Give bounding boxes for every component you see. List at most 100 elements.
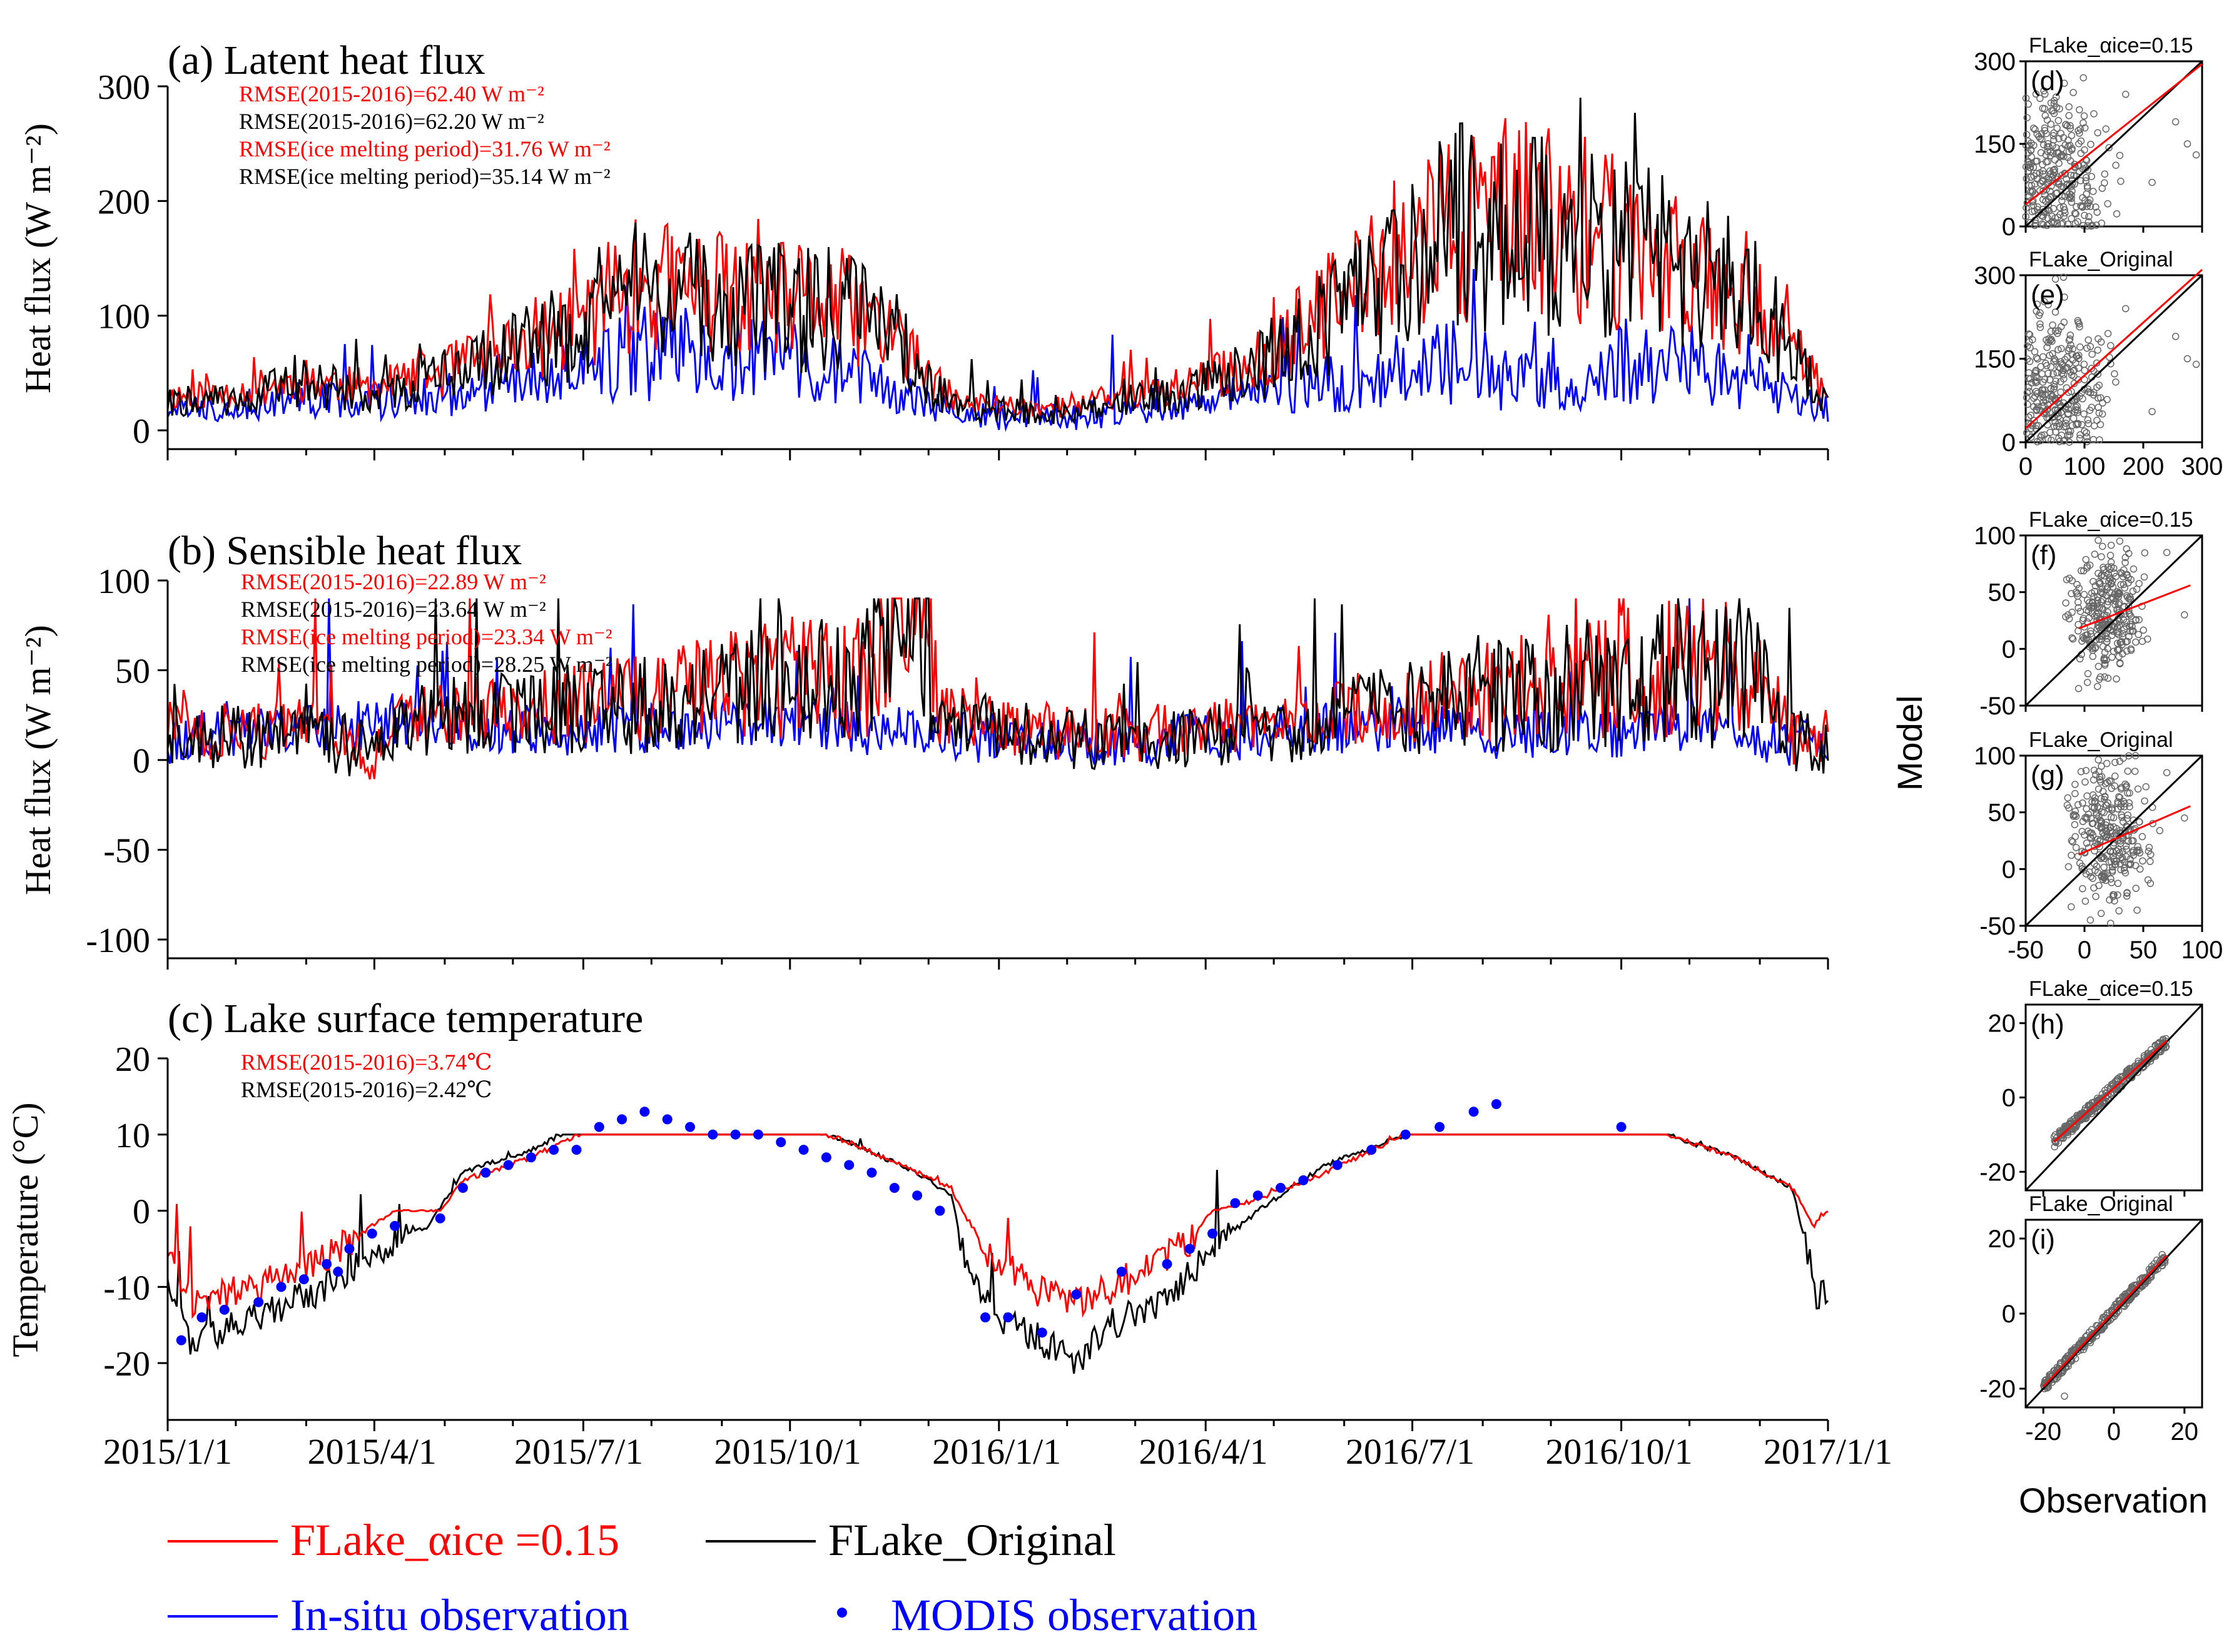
rmse-annotation: RMSE(ice melting period)=31.76 W m⁻² — [239, 136, 611, 161]
scatter-point — [2038, 130, 2046, 138]
scatter-point — [2123, 892, 2131, 900]
y-tick-label: -10 — [103, 1269, 150, 1307]
scatter-point — [2023, 429, 2031, 437]
scatter-point — [2089, 1099, 2096, 1107]
scatter-point — [2096, 673, 2104, 681]
scatter-point — [2068, 131, 2076, 139]
scatter-point — [2093, 208, 2101, 216]
scatter-point — [2076, 655, 2084, 663]
scatter-y-axis-label: Model — [1890, 696, 1929, 791]
scatter-point — [2126, 803, 2133, 811]
scatter-point — [2038, 386, 2046, 393]
scatter-point — [2111, 1085, 2119, 1093]
scatter-point — [2066, 195, 2073, 202]
scatter-point — [2104, 645, 2111, 652]
scatter-point — [2121, 869, 2130, 877]
scatter-panel-g: -50 0 50 100 -50 0 50 100 FLake_Original (g) — [1974, 728, 2223, 964]
regression-line — [2025, 63, 2203, 205]
modis-point — [1298, 1175, 1309, 1185]
scatter-point — [2124, 811, 2132, 819]
scatter-point — [2083, 606, 2090, 614]
scatter-point — [2094, 609, 2102, 617]
scatter-point — [2120, 580, 2128, 589]
scatter-point — [2043, 221, 2051, 230]
scatter-point — [2078, 1337, 2086, 1344]
scatter-point — [2130, 1067, 2137, 1075]
scatter-point — [2048, 107, 2056, 114]
scatter-point — [2076, 106, 2083, 114]
scatter-point — [2126, 611, 2134, 619]
x-tick-label: 2015/1/1 — [103, 1431, 232, 1472]
panel-title: (a) Latent heat flux — [168, 38, 485, 83]
x-tick-label: 0 — [2078, 936, 2091, 964]
y-tick-label: 50 — [1988, 799, 2016, 827]
scatter-point — [2082, 1115, 2090, 1122]
x-tick-label: 300 — [2181, 453, 2223, 480]
modis-point — [1332, 1160, 1343, 1170]
scatter-point — [2024, 400, 2031, 408]
y-tick-label: 100 — [1974, 742, 2016, 770]
scatter-point — [2023, 342, 2031, 350]
scatter-point — [2054, 1139, 2063, 1147]
scatter-point — [2095, 578, 2103, 585]
scatter-point — [2049, 132, 2057, 139]
y-tick-label: -20 — [103, 1345, 150, 1384]
scatter-point — [2087, 873, 2094, 881]
scatter-point — [2101, 656, 2108, 664]
scatter-point — [2037, 363, 2044, 370]
scatter-point — [2145, 1265, 2153, 1274]
scatter-point — [2116, 590, 2124, 597]
modis-point — [889, 1183, 900, 1193]
scatter-point — [2073, 1112, 2081, 1119]
scatter-point — [2107, 875, 2115, 883]
modis-point — [219, 1304, 230, 1315]
scatter-point — [2114, 891, 2121, 899]
y-tick-label: -20 — [1979, 1376, 2016, 1403]
scatter-point — [2061, 206, 2068, 214]
scatter-point — [2134, 785, 2142, 793]
scatter-point — [2059, 362, 2066, 369]
scatter-point — [2091, 804, 2098, 811]
scatter-point — [2065, 345, 2073, 352]
scatter-point — [2123, 571, 2131, 579]
scatter-point — [2192, 360, 2200, 368]
scatter-point — [2131, 768, 2139, 775]
scatter-point — [2053, 93, 2060, 101]
scatter-point — [2081, 124, 2089, 132]
scatter-point — [2083, 190, 2090, 198]
legend-label: FLake_Original — [828, 1515, 1116, 1565]
scatter-point — [2074, 604, 2082, 612]
rmse-annotation: RMSE(ice melting period)=23.34 W m⁻² — [241, 624, 612, 649]
modis-point — [1434, 1122, 1445, 1132]
scatter-point — [2077, 567, 2085, 575]
scatter-point — [2158, 1259, 2165, 1266]
scatter-point — [2114, 879, 2122, 888]
scatter-point — [2094, 370, 2102, 378]
scatter-point — [2068, 634, 2076, 642]
scatter-point — [2111, 759, 2119, 766]
scatter-point — [2146, 879, 2155, 888]
scatter-panel-label: (g) — [2031, 760, 2064, 791]
scatter-x-axis-label: Observation — [2019, 1481, 2208, 1520]
scatter-point — [2183, 355, 2191, 363]
scatter-point — [2101, 673, 2108, 681]
scatter-point — [2061, 1392, 2068, 1400]
scatter-point — [2123, 647, 2131, 655]
scatter-point — [2067, 171, 2075, 179]
scatter-point — [2032, 90, 2040, 98]
scatter-point — [2104, 601, 2111, 609]
scatter-point — [2106, 552, 2115, 559]
scatter-panel-label: (h) — [2031, 1009, 2064, 1040]
scatter-point — [2041, 90, 2049, 98]
scatter-point — [2074, 801, 2082, 809]
modis-point — [753, 1129, 763, 1140]
scatter-point — [2074, 318, 2082, 327]
scatter-point — [2074, 599, 2082, 606]
scatter-point — [2094, 403, 2102, 412]
series-line-flake-original — [166, 597, 1829, 776]
scatter-point — [2070, 171, 2078, 180]
scatter-point — [2088, 173, 2096, 180]
scatter-point — [2126, 621, 2134, 628]
scatter-point — [2080, 590, 2088, 599]
scatter-point — [2133, 846, 2141, 854]
